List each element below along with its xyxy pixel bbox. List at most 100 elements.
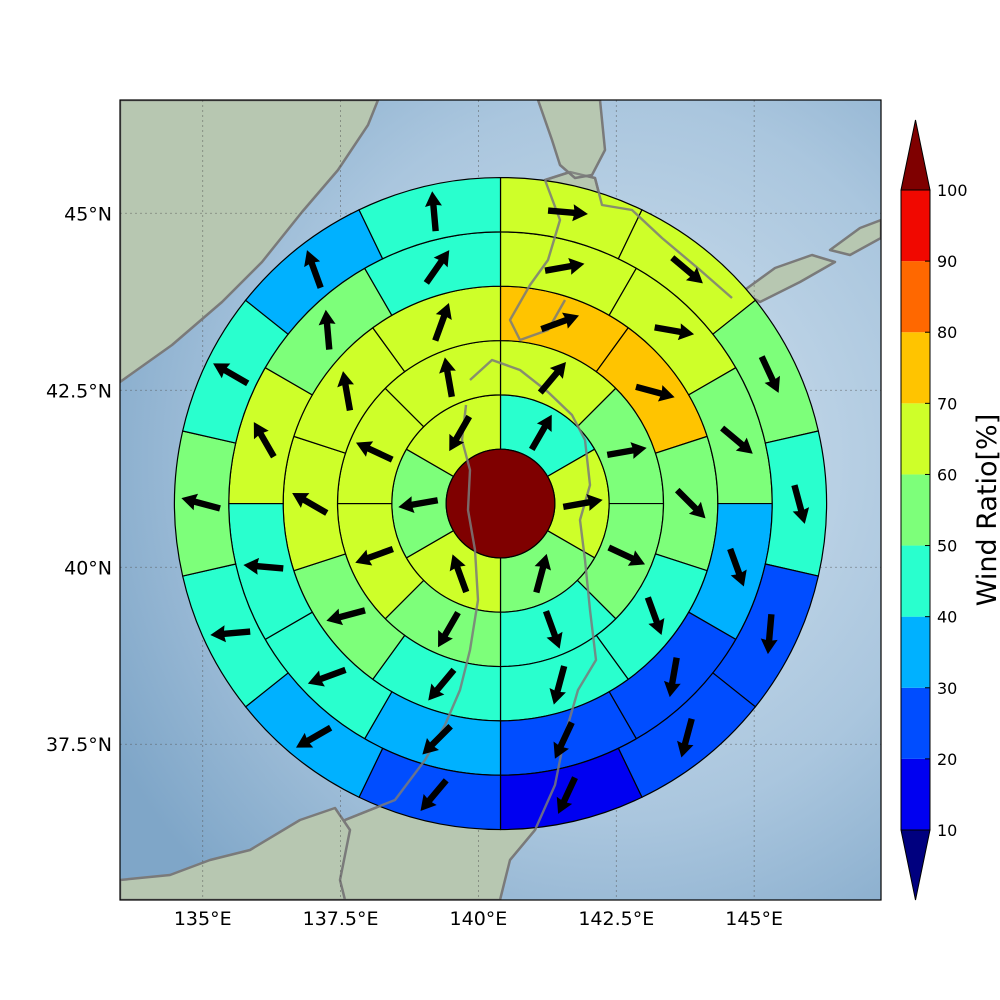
wind-arrow <box>210 625 251 643</box>
y-tick-label: 40°N <box>64 557 112 579</box>
wind-arrow <box>295 724 333 748</box>
colorbar-bin <box>901 403 930 475</box>
colorbar-tick-label: 20 <box>937 750 957 769</box>
colorbar-tick-label: 70 <box>937 394 957 413</box>
wind-arrow <box>243 557 284 575</box>
colorbar-tick-label: 40 <box>937 608 957 627</box>
wind-arrow <box>654 323 695 341</box>
x-tick-label: 140°E <box>450 908 508 930</box>
y-tick-label: 37.5°N <box>46 734 112 756</box>
x-axis-ticks: 135°E 137.5°E 140°E 142.5°E 145°E <box>174 908 783 930</box>
colorbar-bin <box>901 545 930 617</box>
wind-arrow <box>425 191 442 232</box>
wind-direction-arrows <box>181 191 810 814</box>
wind-arrow <box>423 250 450 285</box>
colorbar-bin <box>901 190 930 262</box>
wind-arrow <box>304 250 324 289</box>
wind-arrow <box>337 371 354 412</box>
x-tick-label: 145°E <box>725 908 783 930</box>
wind-ratio-sector <box>358 176 502 260</box>
wind-ratio-sector <box>764 430 828 577</box>
colorbar-bin <box>901 616 930 688</box>
colorbar-label: Wind Ratio[%] <box>972 414 1000 606</box>
colorbar-tick-label: 60 <box>937 465 957 484</box>
wind-arrow <box>537 361 566 395</box>
x-tick-label: 142.5°E <box>578 908 654 930</box>
colorbar-under-extension <box>900 829 931 901</box>
colorbar-tick-label: 90 <box>937 252 957 271</box>
y-tick-label: 45°N <box>64 203 112 225</box>
kuril-land-1 <box>740 253 837 304</box>
colorbar-bin <box>901 332 930 404</box>
wind-arrow <box>181 493 221 512</box>
wind-arrow <box>606 442 647 459</box>
wind-arrow <box>438 610 461 648</box>
wind-arrow <box>674 487 706 519</box>
colorbar-tick-label: 10 <box>937 821 957 840</box>
colorbar-over-extension <box>900 119 931 191</box>
colorbar-tick-label: 50 <box>937 537 957 556</box>
wind-arrow <box>670 255 703 284</box>
center-disk <box>445 448 556 559</box>
wind-arrow <box>420 778 449 811</box>
y-axis-ticks: 45°N 42.5°N 40°N 37.5°N <box>46 203 112 756</box>
wind-arrow <box>528 414 552 452</box>
coastline <box>344 404 480 822</box>
wind-arrow <box>533 553 552 594</box>
colorbar-tick-label: 80 <box>937 323 957 342</box>
coastline <box>544 170 733 299</box>
wind-arrow <box>449 554 470 594</box>
colorbar-bin <box>901 758 930 830</box>
wind-arrow <box>213 363 250 387</box>
wind-arrow <box>556 776 578 814</box>
wind-arrow <box>720 425 753 454</box>
wind-arrow <box>439 357 456 398</box>
wind-arrow <box>398 496 439 513</box>
wind-arrow <box>607 544 646 566</box>
x-tick-label: 135°E <box>174 908 232 930</box>
wind-arrow <box>677 717 695 758</box>
wind-arrow <box>292 493 329 516</box>
colorbar-tick-label: 100 <box>937 181 968 200</box>
wind-arrow <box>253 422 277 459</box>
sakhalin-land <box>536 100 607 180</box>
wind-arrow <box>562 494 603 511</box>
wind-arrow <box>432 302 452 342</box>
colorbar-frame <box>900 189 931 831</box>
wind-arrow <box>547 204 588 222</box>
wind-arrow <box>540 312 579 333</box>
colorbar-bin <box>901 261 930 333</box>
colorbar: 10 20 30 40 50 60 70 80 90 100 Wind Ratio[%] <box>900 119 1000 901</box>
asia-mainland-land <box>120 100 380 384</box>
wind-arrow <box>307 666 347 687</box>
wind-arrow <box>549 665 568 705</box>
coastline <box>469 358 598 861</box>
wind-arrow <box>326 607 366 626</box>
wind-arrow <box>355 546 394 566</box>
wind-arrow <box>791 484 810 524</box>
wind-arrow <box>663 657 681 698</box>
wind-arrow <box>760 613 778 655</box>
map-frame <box>119 99 882 901</box>
wind-arrow <box>449 414 473 452</box>
wind-arrow <box>422 724 453 755</box>
honshu-central-land <box>120 806 352 900</box>
wind-ratio-sectors <box>173 176 828 831</box>
colorbar-bin <box>901 474 930 546</box>
x-tick-label: 137.5°E <box>303 908 379 930</box>
wind-arrow <box>635 383 675 402</box>
wind-arrow <box>355 441 394 463</box>
wind-arrow <box>318 309 336 350</box>
y-tick-label: 42.5°N <box>46 380 112 402</box>
wind-arrow <box>544 257 585 275</box>
wind-arrow <box>542 610 563 649</box>
colorbar-tick-label: 30 <box>937 679 957 698</box>
wind-arrow <box>758 355 780 393</box>
kuril-land-2 <box>828 218 881 257</box>
wind-arrow <box>727 547 747 587</box>
wind-arrow <box>553 721 575 759</box>
wind-arrow <box>428 667 457 701</box>
colorbar-bin <box>901 687 930 759</box>
wind-arrow <box>644 596 665 636</box>
